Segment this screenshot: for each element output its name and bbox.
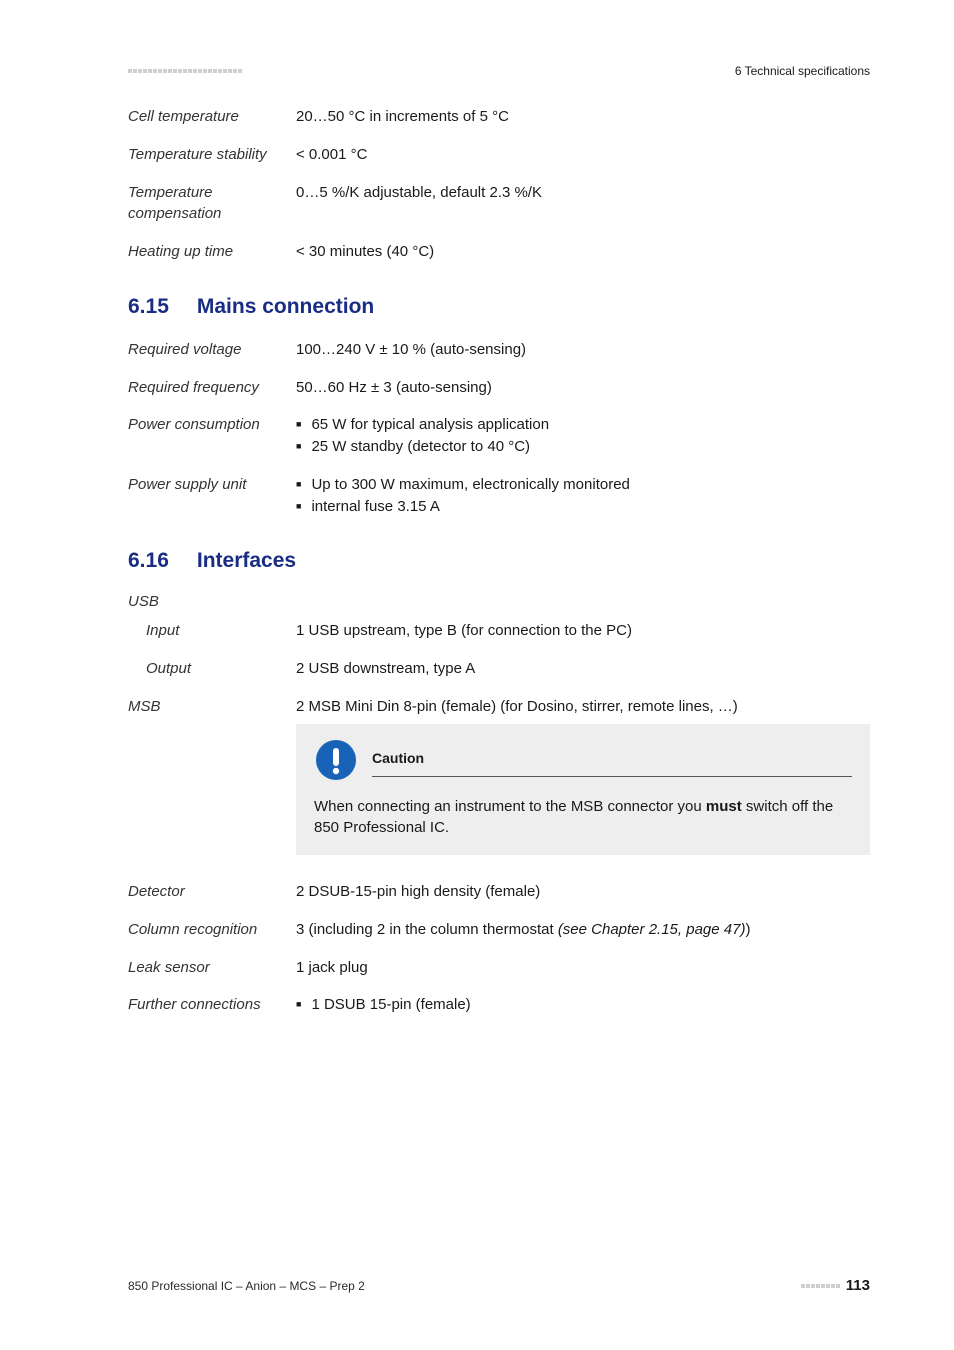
spec-value: 0…5 %/K adjustable, default 2.3 %/K (296, 182, 870, 226)
page-footer: 850 Professional IC – Anion – MCS – Prep… (128, 1277, 870, 1294)
spec-value: Up to 300 W maximum, electronically moni… (296, 474, 870, 518)
col-recog-post: ) (745, 921, 750, 938)
spec-label: Temperature stability (128, 144, 296, 166)
spec-value: 1 jack plug (296, 957, 870, 979)
spec-row: Leak sensor 1 jack plug (128, 957, 870, 979)
caution-text: When connecting an instrument to the MSB… (314, 796, 852, 840)
spec-label: Temperature compensation (128, 182, 296, 226)
spec-row: Column recognition 3 (including 2 in the… (128, 919, 870, 941)
spec-row: Power consumption 65 W for typical analy… (128, 414, 870, 458)
spec-value: < 30 minutes (40 °C) (296, 241, 870, 263)
spec-label: Required frequency (128, 377, 296, 399)
spec-list-item: 65 W for typical analysis application (296, 414, 870, 436)
spec-label: Column recognition (128, 919, 296, 941)
spec-row: Detector 2 DSUB-15-pin high density (fem… (128, 881, 870, 903)
spec-row: Required frequency 50…60 Hz ± 3 (auto-se… (128, 377, 870, 399)
spec-label: Heating up time (128, 241, 296, 263)
footer-doc-title: 850 Professional IC – Anion – MCS – Prep… (128, 1279, 365, 1293)
spec-row-msb: MSB 2 MSB Mini Din 8-pin (female) (for D… (128, 696, 870, 865)
section-number: 6.15 (128, 295, 169, 319)
spec-row: Cell temperature 20…50 °C in increments … (128, 106, 870, 128)
spec-label: Power supply unit (128, 474, 296, 518)
caution-icon (314, 738, 358, 782)
spec-row: Input 1 USB upstream, type B (for connec… (128, 620, 870, 642)
spec-value: 3 (including 2 in the column thermostat … (296, 919, 870, 941)
chapter-title: 6 Technical specifications (735, 64, 870, 78)
spec-label: Further connections (128, 994, 296, 1016)
caution-text-pre: When connecting an instrument to the MSB… (314, 798, 706, 815)
col-recog-pre: 3 (including 2 in the column thermostat (296, 921, 558, 938)
footer-ornament (801, 1284, 840, 1288)
page-header: 6 Technical specifications (128, 64, 870, 78)
spec-value: 65 W for typical analysis application 25… (296, 414, 870, 458)
section-heading-6-15: 6.15 Mains connection (128, 295, 870, 319)
spec-row: Output 2 USB downstream, type A (128, 658, 870, 680)
spec-label: MSB (128, 696, 296, 865)
spec-list-item: Up to 300 W maximum, electronically moni… (296, 474, 870, 496)
spec-value: 20…50 °C in increments of 5 °C (296, 106, 870, 128)
spec-row: Required voltage 100…240 V ± 10 % (auto-… (128, 339, 870, 361)
spec-value: < 0.001 °C (296, 144, 870, 166)
spec-label: Leak sensor (128, 957, 296, 979)
caution-title: Caution (372, 750, 424, 766)
caution-box: Caution When connecting an instrument to… (296, 724, 870, 856)
spec-label: Input (128, 620, 296, 642)
spec-value: 50…60 Hz ± 3 (auto-sensing) (296, 377, 870, 399)
section-title: Mains connection (197, 295, 374, 319)
spec-value: 1 USB upstream, type B (for connection t… (296, 620, 870, 642)
spec-value: 2 DSUB-15-pin high density (female) (296, 881, 870, 903)
spec-value: 100…240 V ± 10 % (auto-sensing) (296, 339, 870, 361)
msb-value-text: 2 MSB Mini Din 8-pin (female) (for Dosin… (296, 696, 870, 718)
group-usb: USB (128, 593, 870, 610)
spec-list-item: 1 DSUB 15-pin (female) (296, 994, 870, 1016)
section-title: Interfaces (197, 549, 296, 573)
header-ornament (128, 69, 242, 73)
spec-row: Temperature compensation 0…5 %/K adjusta… (128, 182, 870, 226)
spec-label: Power consumption (128, 414, 296, 458)
spec-value: 2 MSB Mini Din 8-pin (female) (for Dosin… (296, 696, 870, 865)
spec-label: Detector (128, 881, 296, 903)
spec-row: Temperature stability < 0.001 °C (128, 144, 870, 166)
spec-label: Cell temperature (128, 106, 296, 128)
page-number: 113 (846, 1277, 870, 1294)
section-number: 6.16 (128, 549, 169, 573)
spec-label: Required voltage (128, 339, 296, 361)
caution-text-bold: must (706, 798, 742, 815)
spec-row: Further connections 1 DSUB 15-pin (femal… (128, 994, 870, 1016)
spec-label: Output (128, 658, 296, 680)
section-heading-6-16: 6.16 Interfaces (128, 549, 870, 573)
spec-value: 2 USB downstream, type A (296, 658, 870, 680)
spec-row: Heating up time < 30 minutes (40 °C) (128, 241, 870, 263)
spec-value: 1 DSUB 15-pin (female) (296, 994, 870, 1016)
spec-row: Power supply unit Up to 300 W maximum, e… (128, 474, 870, 518)
spec-list-item: internal fuse 3.15 A (296, 496, 870, 518)
spec-list-item: 25 W standby (detector to 40 °C) (296, 436, 870, 458)
col-recog-ref: (see Chapter 2.15, page 47) (558, 921, 746, 938)
